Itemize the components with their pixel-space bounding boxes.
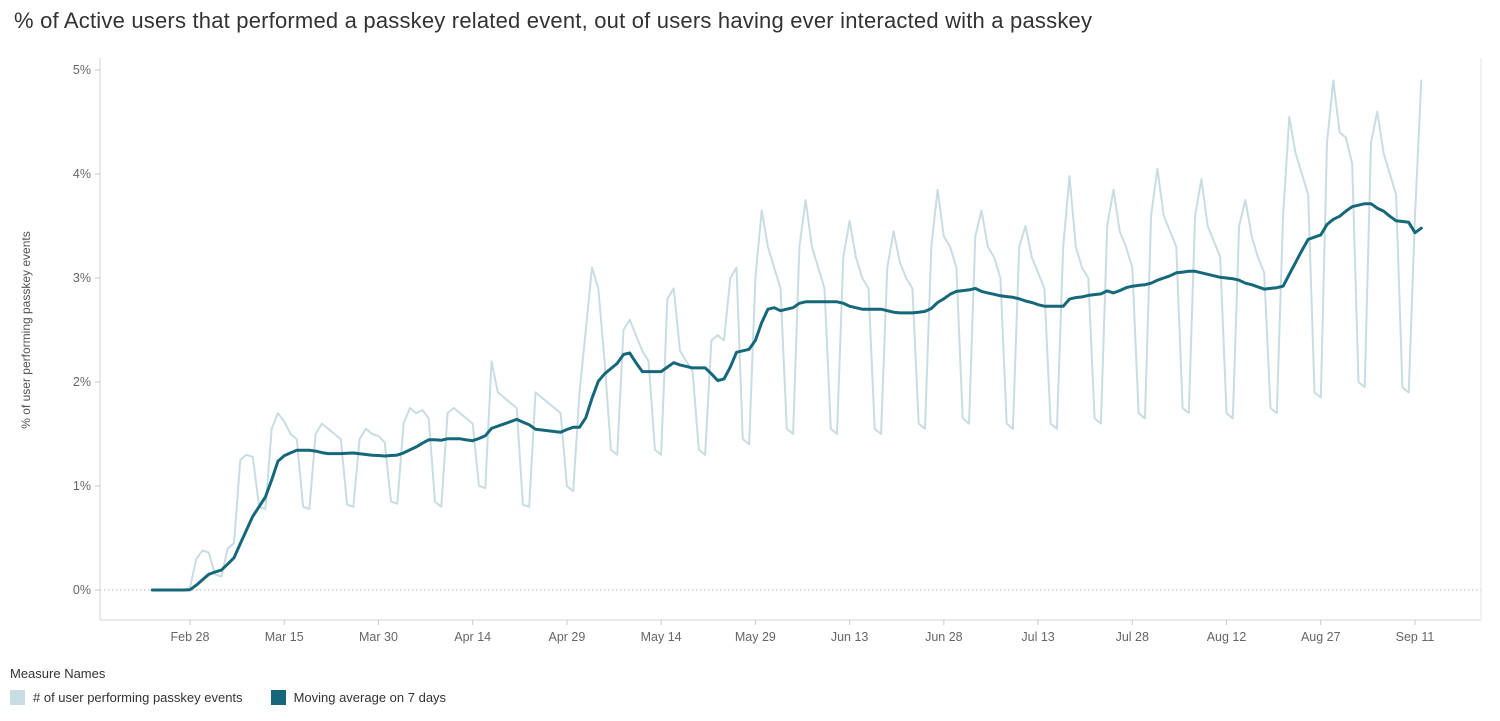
x-tick-label: Apr 14 [454, 630, 491, 644]
legend-title: Measure Names [10, 666, 106, 681]
x-tick-label: Jun 13 [831, 630, 869, 644]
chart-title: % of Active users that performed a passk… [14, 8, 1093, 33]
y-tick-label: 0% [73, 583, 91, 597]
legend-label-moving-average: Moving average on 7 days [293, 690, 447, 705]
line-chart: 0% 1% 2% 3% 4% 5% Feb 28 Mar 15 Mar 30 Apr 14 Apr … [19, 58, 1482, 644]
daily-series-line [151, 79, 1423, 591]
legend-item-moving-average[interactable]: Moving average on 7 days [270, 690, 447, 705]
x-tick-label: May 29 [735, 630, 776, 644]
x-tick-label: Jul 13 [1021, 630, 1054, 644]
y-tick-label: 2% [73, 375, 91, 389]
y-tick-label: 3% [73, 271, 91, 285]
x-tick-label: Sep 11 [1396, 630, 1435, 644]
y-axis-title: % of user performing passkey events [19, 231, 33, 428]
legend-items: # of user performing passkey events Movi… [10, 690, 446, 705]
x-tick-label: Aug 27 [1301, 630, 1341, 644]
x-tick-label: May 14 [641, 630, 682, 644]
legend: Measure Names # of user performing passk… [10, 666, 446, 705]
x-tick-label: Jun 28 [925, 630, 963, 644]
x-tick-label: Mar 30 [359, 630, 398, 644]
x-tick-label: Aug 12 [1207, 630, 1247, 644]
y-tick-label: 5% [73, 63, 91, 77]
y-tick-label: 1% [73, 479, 91, 493]
legend-swatch-daily-series-icon [10, 690, 25, 705]
moving-average-line [150, 202, 1423, 592]
legend-label-daily-series: # of user performing passkey events [33, 690, 243, 705]
legend-item-daily-series[interactable]: # of user performing passkey events [10, 690, 243, 705]
x-tick-label: Feb 28 [171, 630, 210, 644]
x-tick-label: Jul 28 [1116, 630, 1149, 644]
x-tick-label: Mar 15 [265, 630, 304, 644]
x-tick-label: Apr 29 [548, 630, 585, 644]
legend-swatch-moving-average-icon [270, 690, 286, 705]
y-tick-label: 4% [73, 167, 91, 181]
